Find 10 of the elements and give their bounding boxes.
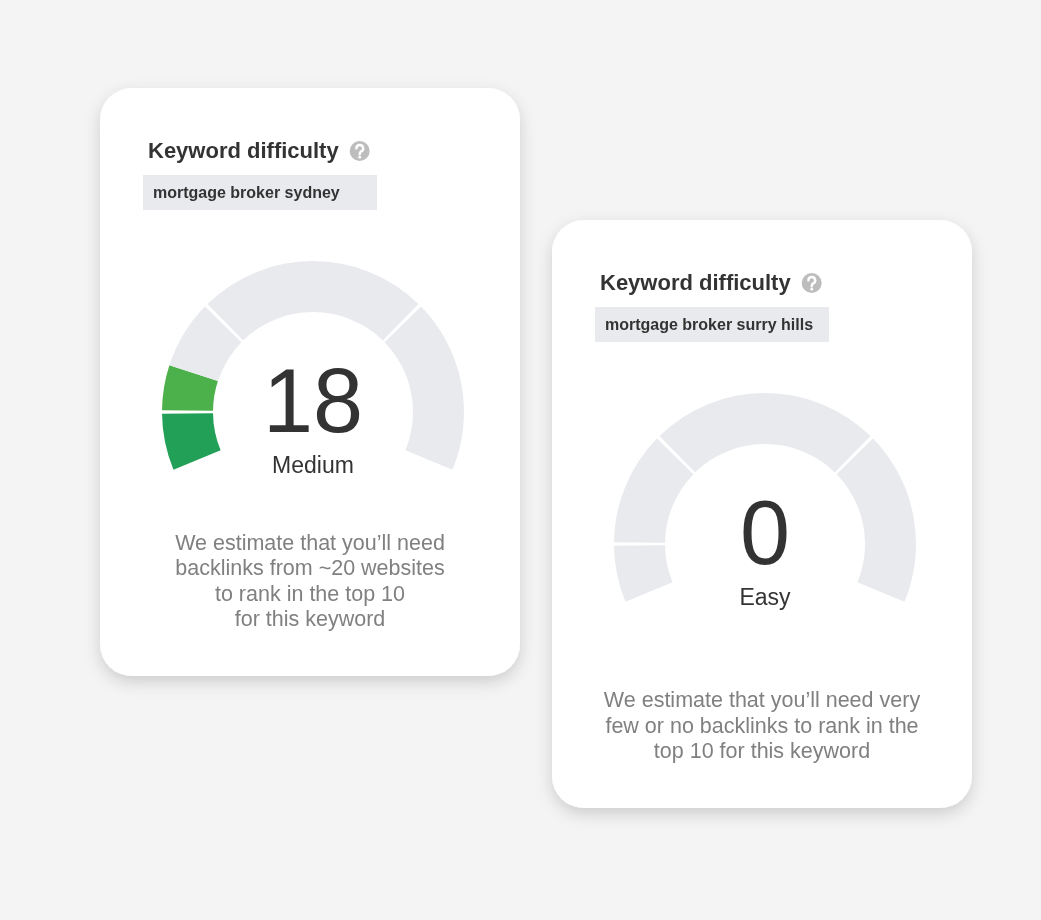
chart-title: Keyword difficulty [148, 138, 340, 163]
chart-subtitle: mortgage broker surry hills [605, 316, 814, 333]
chart-subtitle: mortgage broker sydney [153, 184, 340, 201]
text: We estimate that you’ll need backlinks from ~20 websites to rank in the top 10 for this keyword [175, 530, 445, 631]
chart-title: Keyword difficulty [600, 270, 792, 295]
text: 18 [262, 351, 364, 451]
text: We estimate that you’ll need very few or no backlinks to rank in the top 10 for this keyword [603, 688, 921, 763]
text: Medium [272, 452, 354, 478]
text: Easy [739, 584, 792, 610]
text: 0 [739, 483, 791, 583]
